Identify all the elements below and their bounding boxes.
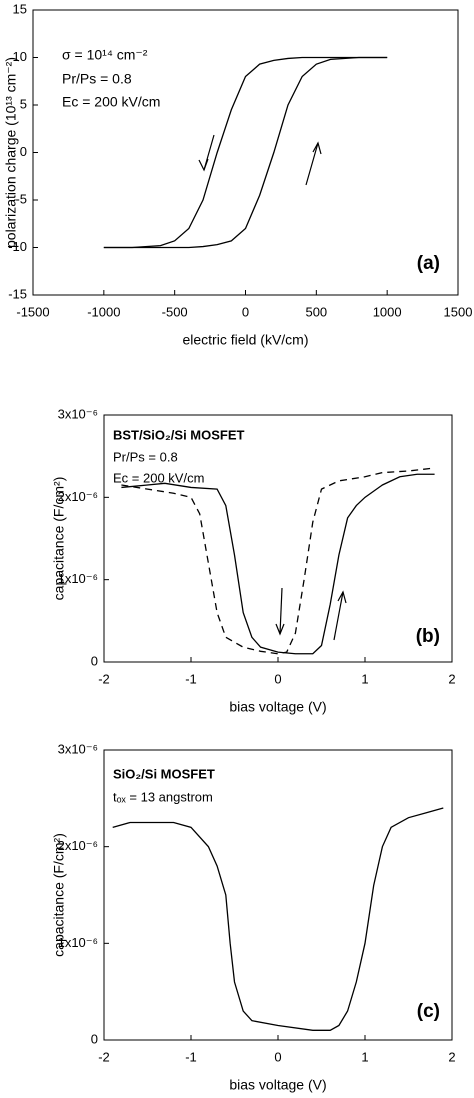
y-tick-label: 2x10⁻⁶: [58, 838, 98, 853]
x-tick-label: -1000: [87, 304, 120, 319]
arrow: [279, 587, 283, 635]
x-tick-label: 0: [274, 1049, 281, 1064]
y-tick-label: 10: [13, 49, 27, 64]
x-axis-title: electric field (kV/cm): [182, 332, 308, 348]
y-tick-label: 3x10⁻⁶: [58, 741, 98, 756]
y-tick-label: 15: [13, 1, 27, 16]
arrows: [198, 134, 347, 641]
x-axis-title: bias voltage (V): [229, 699, 326, 715]
x-tick-label: -1500: [16, 304, 49, 319]
annotation: Pr/Ps = 0.8: [113, 449, 178, 464]
y-tick-label: 0: [20, 144, 27, 159]
arrow: [305, 142, 319, 186]
y-tick-label: 2x10⁻⁶: [58, 489, 98, 504]
arrow-head: [312, 141, 322, 155]
arrow: [333, 591, 344, 641]
annotation: (a): [417, 253, 440, 274]
y-axis-title: polarization charge (10¹³ cm⁻²): [3, 57, 19, 248]
y-tick-label: -10: [8, 239, 27, 254]
x-tick-label: 1000: [373, 304, 402, 319]
arrow-head: [337, 590, 347, 604]
x-axis-title: bias voltage (V): [229, 1077, 326, 1093]
arrow-head: [198, 158, 209, 172]
annotation: Ec = 200 kV/cm: [62, 94, 160, 110]
x-tick-label: 2: [448, 671, 455, 686]
annotation: (b): [416, 626, 440, 647]
y-axis-title: capacitance (F/cm²): [51, 833, 67, 957]
annotation: tₒₓ = 13 angstrom: [113, 789, 213, 804]
x-tick-label: -2: [98, 671, 110, 686]
y-tick-label: -15: [8, 286, 27, 301]
x-tick-label: 2: [448, 1049, 455, 1064]
x-tick-label: -1: [185, 1049, 197, 1064]
annotation: Ec = 200 kV/cm: [113, 470, 204, 485]
data-line: [112, 807, 444, 1031]
x-tick-label: 0: [242, 304, 249, 319]
data-line: [103, 56, 388, 249]
data-line: [103, 56, 388, 249]
y-tick-label: 1x10⁻⁶: [58, 571, 98, 586]
y-tick-label: 0: [91, 1031, 98, 1046]
x-tick-label: 1500: [444, 304, 473, 319]
y-tick-label: 5: [20, 96, 27, 111]
x-tick-label: 500: [305, 304, 327, 319]
x-tick-label: -1: [185, 671, 197, 686]
data-line: [121, 473, 435, 655]
y-axis-title: capacitance (F/cm²): [51, 477, 67, 601]
annotation: (c): [417, 1001, 440, 1022]
annotation: BST/SiO₂/Si MOSFET: [113, 427, 245, 442]
x-tick-label: -500: [162, 304, 188, 319]
y-tick-label: -5: [15, 191, 27, 206]
y-tick-label: 3x10⁻⁶: [58, 406, 98, 421]
x-tick-label: 1: [361, 671, 368, 686]
y-tick-label: 1x10⁻⁶: [58, 935, 98, 950]
x-tick-label: 0: [274, 671, 281, 686]
data-line: [121, 467, 431, 655]
y-tick-label: 0: [91, 653, 98, 668]
annotation: SiO₂/Si MOSFET: [113, 766, 215, 781]
annotation: σ = 10¹⁴ cm⁻²: [62, 47, 148, 63]
arrow-head: [275, 623, 285, 636]
x-tick-label: -2: [98, 1049, 110, 1064]
x-tick-label: 1: [361, 1049, 368, 1064]
annotation: Pr/Ps = 0.8: [62, 71, 132, 87]
